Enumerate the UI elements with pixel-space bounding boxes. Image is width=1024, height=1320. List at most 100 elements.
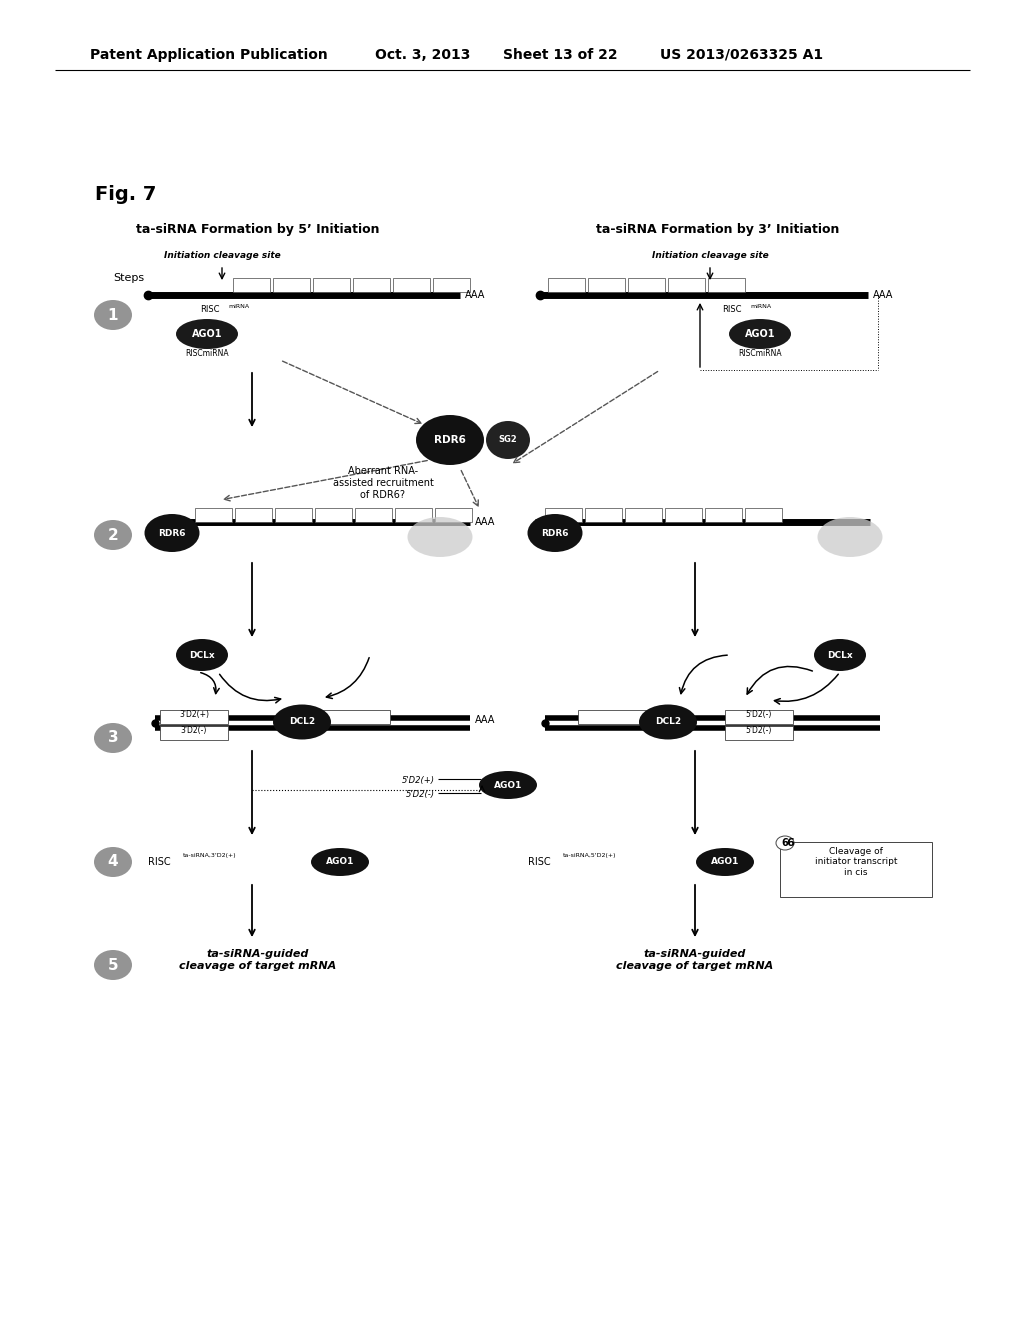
Text: Initiation cleavage site: Initiation cleavage site <box>651 252 768 260</box>
Text: RDR6: RDR6 <box>159 528 185 537</box>
Ellipse shape <box>479 771 537 799</box>
Bar <box>745 508 782 521</box>
Text: AAA: AAA <box>475 517 496 527</box>
Text: Initiation cleavage site: Initiation cleavage site <box>164 252 281 260</box>
Bar <box>393 279 430 292</box>
Text: Oct. 3, 2013: Oct. 3, 2013 <box>375 48 470 62</box>
Text: DCL2: DCL2 <box>655 718 681 726</box>
Bar <box>160 726 228 741</box>
Bar <box>705 508 742 521</box>
Text: RISC: RISC <box>200 305 219 314</box>
Text: AGO1: AGO1 <box>494 780 522 789</box>
Text: Patent Application Publication: Patent Application Publication <box>90 48 328 62</box>
Bar <box>233 279 270 292</box>
Ellipse shape <box>696 847 754 876</box>
Bar <box>588 279 625 292</box>
Text: ta-siRNA Formation by 5’ Initiation: ta-siRNA Formation by 5’ Initiation <box>136 223 380 236</box>
Bar <box>353 279 390 292</box>
Text: DCLx: DCLx <box>189 651 215 660</box>
Text: AGO1: AGO1 <box>711 858 739 866</box>
Ellipse shape <box>486 421 530 459</box>
Ellipse shape <box>416 414 484 465</box>
Bar <box>395 508 432 521</box>
Bar <box>725 710 793 723</box>
Ellipse shape <box>144 513 200 552</box>
Ellipse shape <box>527 513 583 552</box>
Ellipse shape <box>94 723 132 752</box>
Text: AGO1: AGO1 <box>744 329 775 339</box>
Bar <box>668 279 705 292</box>
Text: ta-siRNA-guided
cleavage of target mRNA: ta-siRNA-guided cleavage of target mRNA <box>179 949 337 970</box>
Text: 3: 3 <box>108 730 119 746</box>
Text: AAA: AAA <box>465 290 485 300</box>
Bar <box>160 710 228 723</box>
Ellipse shape <box>311 847 369 876</box>
Text: RISCmiRNA: RISCmiRNA <box>738 348 781 358</box>
Bar <box>548 279 585 292</box>
Bar <box>578 710 646 723</box>
Text: US 2013/0263325 A1: US 2013/0263325 A1 <box>660 48 823 62</box>
Bar <box>315 508 352 521</box>
Bar <box>273 279 310 292</box>
Ellipse shape <box>729 319 791 348</box>
Bar <box>585 508 622 521</box>
Ellipse shape <box>639 705 697 739</box>
Ellipse shape <box>94 847 132 876</box>
Text: Cleavage of
initiator transcript
in cis: Cleavage of initiator transcript in cis <box>815 847 897 876</box>
Text: 5'D2(-): 5'D2(-) <box>745 710 772 718</box>
Ellipse shape <box>176 639 228 671</box>
Text: RISC: RISC <box>722 305 741 314</box>
Ellipse shape <box>94 300 132 330</box>
Text: 5'D2(+): 5'D2(+) <box>402 776 435 784</box>
Text: 3'D2(-): 3'D2(-) <box>181 726 207 734</box>
Text: SG2: SG2 <box>499 436 517 445</box>
Ellipse shape <box>176 319 238 348</box>
Text: 4: 4 <box>108 854 119 870</box>
Text: 3'D2(+): 3'D2(+) <box>179 710 209 718</box>
Text: ta-siRNA Formation by 3’ Initiation: ta-siRNA Formation by 3’ Initiation <box>596 223 840 236</box>
Bar <box>313 279 350 292</box>
Text: 5'D2(-): 5'D2(-) <box>406 791 435 800</box>
Ellipse shape <box>408 517 472 557</box>
Text: AAA: AAA <box>873 290 893 300</box>
Bar <box>435 508 472 521</box>
Text: RISC: RISC <box>528 857 551 867</box>
Text: ta-siRNA,3'D2(+): ta-siRNA,3'D2(+) <box>183 854 237 858</box>
Text: DCL2: DCL2 <box>289 718 315 726</box>
Bar <box>545 508 582 521</box>
Ellipse shape <box>273 705 331 739</box>
Bar <box>234 508 272 521</box>
Bar <box>433 279 470 292</box>
Text: 2: 2 <box>108 528 119 543</box>
Ellipse shape <box>814 639 866 671</box>
Text: Sheet 13 of 22: Sheet 13 of 22 <box>503 48 617 62</box>
Text: 6: 6 <box>786 838 794 847</box>
Text: RDR6: RDR6 <box>542 528 568 537</box>
Text: AAA: AAA <box>475 715 496 725</box>
Text: miRNA: miRNA <box>228 304 249 309</box>
Text: ta-siRNA,5'D2(+): ta-siRNA,5'D2(+) <box>563 854 616 858</box>
Bar <box>725 726 793 741</box>
Bar <box>275 508 312 521</box>
Text: 5'D2(-): 5'D2(-) <box>745 726 772 734</box>
Bar <box>195 508 232 521</box>
Text: 1: 1 <box>108 308 118 322</box>
Text: RISCmiRNA: RISCmiRNA <box>185 348 228 358</box>
Bar <box>625 508 662 521</box>
Bar <box>322 710 390 723</box>
Text: Steps: Steps <box>113 273 144 282</box>
Ellipse shape <box>817 517 883 557</box>
Text: RISC: RISC <box>148 857 171 867</box>
Ellipse shape <box>94 950 132 979</box>
Text: 6: 6 <box>781 838 788 847</box>
Bar <box>780 842 932 898</box>
Text: ta-siRNA-guided
cleavage of target mRNA: ta-siRNA-guided cleavage of target mRNA <box>616 949 773 970</box>
Text: 5: 5 <box>108 957 119 973</box>
Text: Fig. 7: Fig. 7 <box>95 186 157 205</box>
Text: AGO1: AGO1 <box>326 858 354 866</box>
Ellipse shape <box>776 836 794 850</box>
Text: DCLx: DCLx <box>827 651 853 660</box>
Text: Aberrant RNA-
assisted recruitment
of RDR6?: Aberrant RNA- assisted recruitment of RD… <box>333 466 433 499</box>
Bar <box>665 508 702 521</box>
Text: miRNA: miRNA <box>750 304 771 309</box>
